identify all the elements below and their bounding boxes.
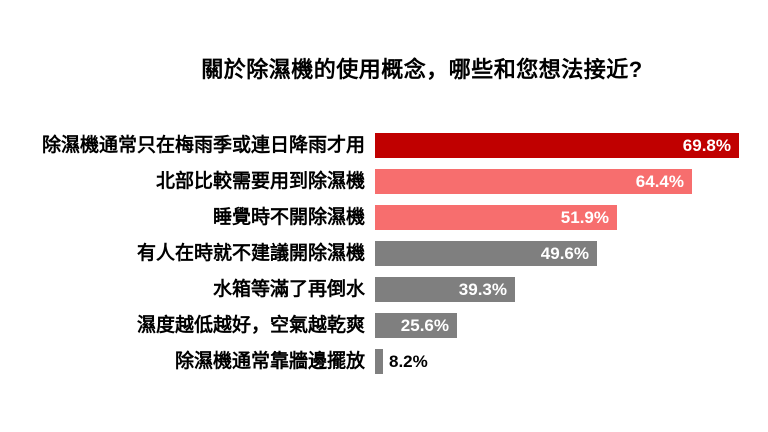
bar-chart: 除濕機通常只在梅雨季或連日降雨才用 69.8% 北部比較需要用到除濕機 64.4% 睡覺… — [0, 133, 739, 385]
value-label: 8.2% — [389, 352, 428, 371]
bar: 69.8% — [375, 133, 739, 158]
chart-row: 北部比較需要用到除濕機 64.4% — [0, 169, 739, 194]
category-label: 除濕機通常靠牆邊擺放 — [174, 351, 365, 372]
chart-row: 除濕機通常靠牆邊擺放 8.2% — [0, 349, 739, 374]
chart-row: 水箱等滿了再倒水 39.3% — [0, 277, 739, 302]
chart-row: 有人在時就不建議開除濕機 49.6% — [0, 241, 739, 266]
category-label: 水箱等滿了再倒水 — [212, 279, 365, 300]
category-label: 除濕機通常只在梅雨季或連日降雨才用 — [41, 135, 365, 156]
chart-row: 睡覺時不開除濕機 51.9% — [0, 205, 739, 230]
value-label: 51.9% — [560, 208, 609, 227]
chart-title: 關於除濕機的使用概念，哪些和您想法接近? — [201, 57, 643, 82]
bar: 49.6% — [375, 241, 597, 266]
bar: 39.3% — [375, 277, 515, 302]
bar: 64.4% — [375, 169, 692, 194]
value-label: 25.6% — [400, 316, 449, 335]
category-label: 有人在時就不建議開除濕機 — [136, 243, 365, 264]
category-label: 北部比較需要用到除濕機 — [155, 171, 365, 192]
value-label: 64.4% — [635, 172, 684, 191]
value-label: 69.8% — [682, 136, 731, 155]
chart-row: 除濕機通常只在梅雨季或連日降雨才用 69.8% — [0, 133, 739, 158]
value-label: 49.6% — [540, 244, 589, 263]
bar: 25.6% — [375, 313, 457, 338]
chart-row: 濕度越低越好，空氣越乾爽 25.6% — [0, 313, 739, 338]
bar: 51.9% — [375, 205, 617, 230]
category-label: 睡覺時不開除濕機 — [212, 207, 365, 228]
value-label: 39.3% — [458, 280, 507, 299]
bar — [375, 349, 383, 374]
category-label: 濕度越低越好，空氣越乾爽 — [136, 315, 365, 336]
